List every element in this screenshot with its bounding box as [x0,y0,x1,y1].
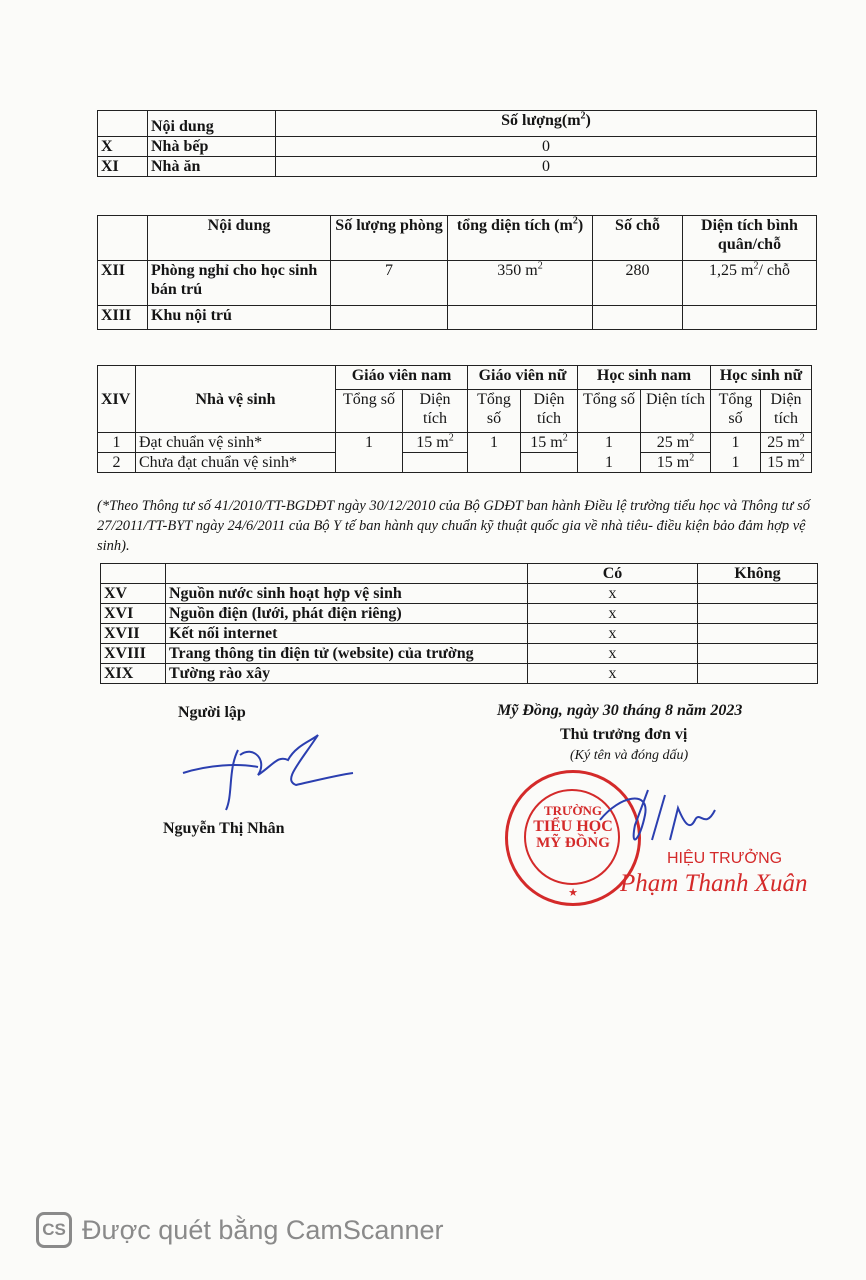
principal-name: Phạm Thanh Xuân [620,870,808,897]
camscanner-logo-icon: CS [36,1212,72,1248]
table-kitchen: Nội dung Số lượng(m2) X Nhà bếp 0 XI Nhà ăn… [97,110,817,177]
head-note: (Ký tên và đóng dấu) [570,748,689,763]
table-toilets: XIV Nhà vệ sinh Giáo viên nam Giáo viên … [97,365,812,473]
table-rest-rooms: Nội dung Số lượng phòng tổng diện tích (… [97,215,817,330]
preparer-signature [182,734,354,811]
footnote: (*Theo Thông tư số 41/2010/TT-BGDĐT ngày… [97,498,810,554]
preparer-name: Nguyễn Thị Nhân [163,820,285,837]
table-row: 2 Chưa đạt chuẩn vệ sinh* 1 15 m2 1 15 m2 [97,452,812,473]
principal-signature [599,789,716,841]
table-row: XVI Nguồn điện (lưới, phát điện riêng) x [100,603,818,624]
star-icon: ★ [568,887,578,899]
table-row: XI Nhà ăn 0 [97,156,817,177]
table-row: XIX Tường rào xây x [100,663,818,684]
official-stamp: TRƯỜNG TIỂU HỌC MỸ ĐỒNG ★ [505,770,641,906]
table-row: X Nhà bếp 0 [97,136,817,157]
principal-role: HIỆU TRƯỞNG [667,850,783,867]
table-row: 1 Đạt chuẩn vệ sinh* 1 15 m2 1 15 m2 1 25… [97,432,812,473]
table-row: XV Nguồn nước sinh hoạt hợp vệ sinh x [100,583,818,604]
place-date: Mỹ Đồng, ngày 30 tháng 8 năm 2023 [497,702,743,719]
table-row: XVII Kết nối internet x [100,623,818,644]
table-facilities: Có Không XV Nguồn nước sinh hoạt hợp vệ si… [100,563,818,684]
camscanner-watermark: CS Được quét bằng CamScanner [36,1212,443,1248]
preparer-title: Người lập [178,704,246,721]
table-row: XII Phòng nghỉ cho học sinh bán trú 7 35… [97,260,817,306]
table-row: XVIII Trang thông tin điện tử (website) c… [100,643,818,664]
head-title: Thủ trưởng đơn vị [560,726,688,743]
table-row: XIII Khu nội trú [97,305,817,330]
